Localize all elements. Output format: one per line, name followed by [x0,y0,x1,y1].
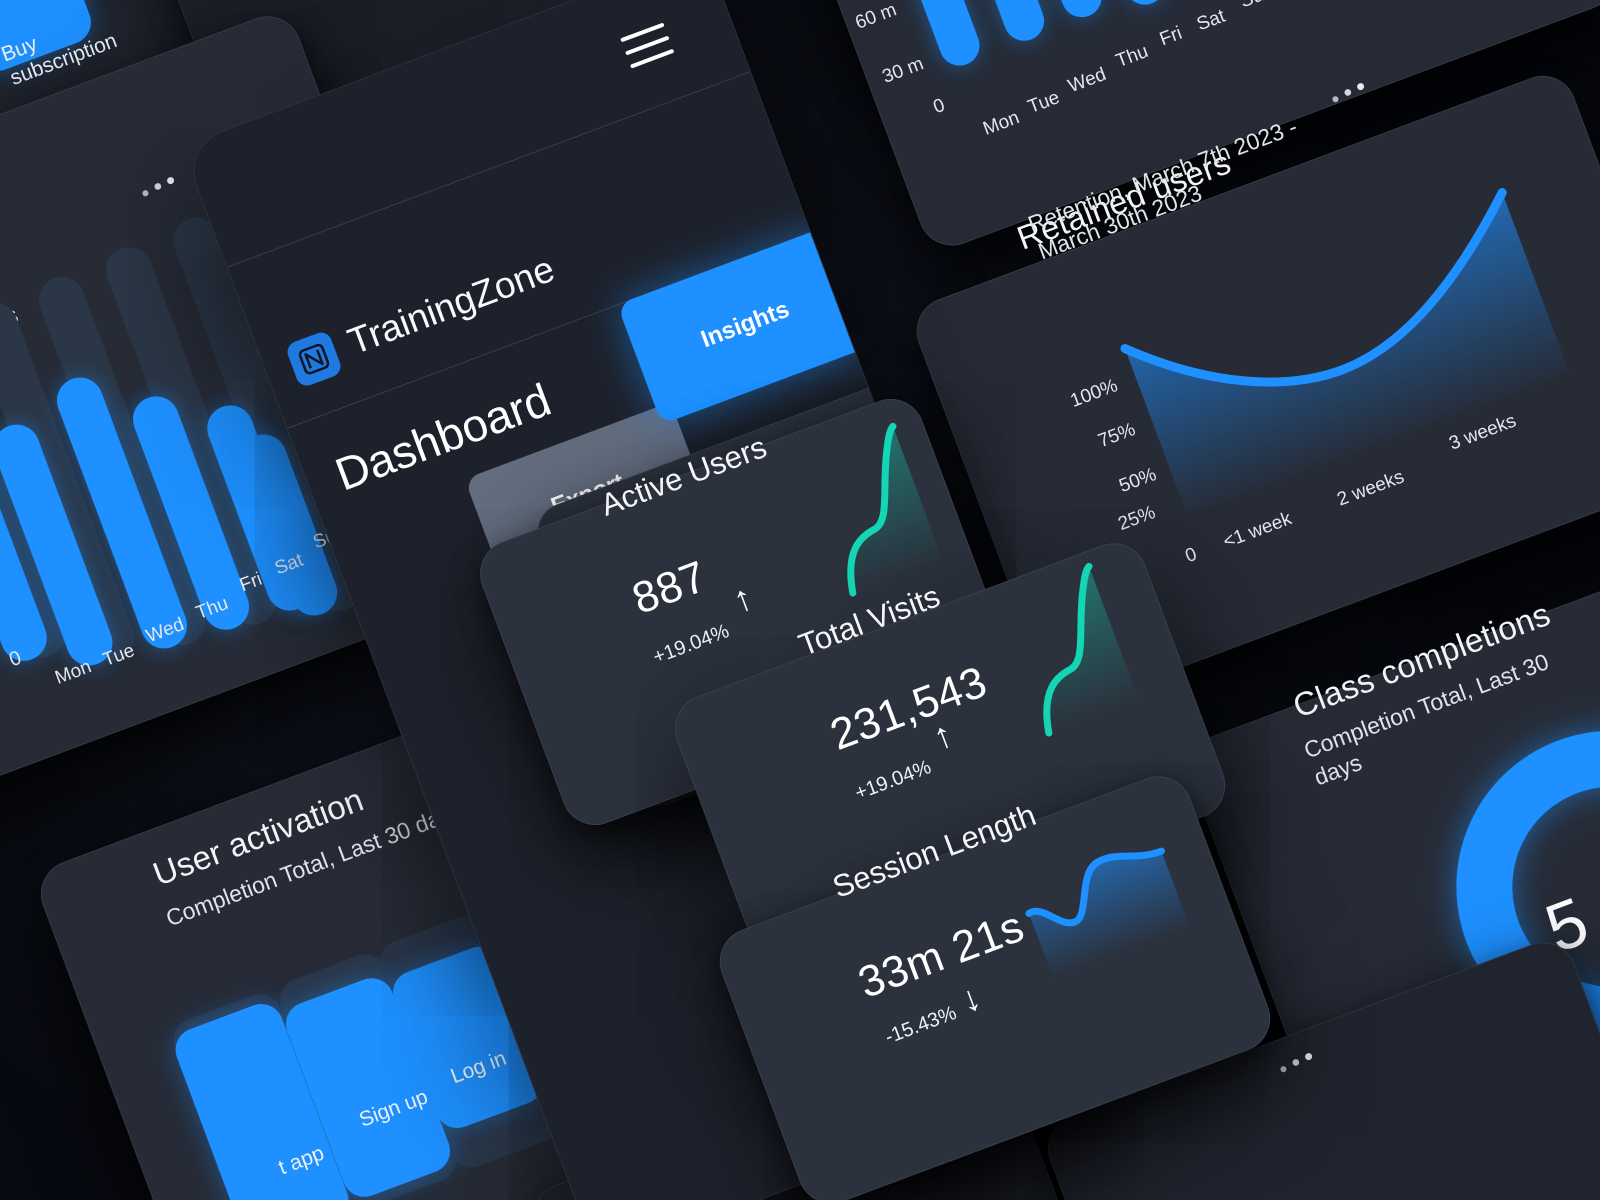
session-length-sparkline [1025,847,1191,980]
active-users-sparkline [847,422,944,597]
dashboard-panel: TrainingZone Dashboard Export Insights [181,0,1123,1200]
header-divider [227,70,753,268]
total-visits-sparkline [1043,562,1140,737]
app-name: TrainingZone [342,248,560,363]
insights-button[interactable]: Insights [617,225,874,425]
retention-area-chart [1120,188,1570,516]
trainingzone-logo-icon [284,329,344,389]
hamburger-menu-icon[interactable] [620,22,675,69]
